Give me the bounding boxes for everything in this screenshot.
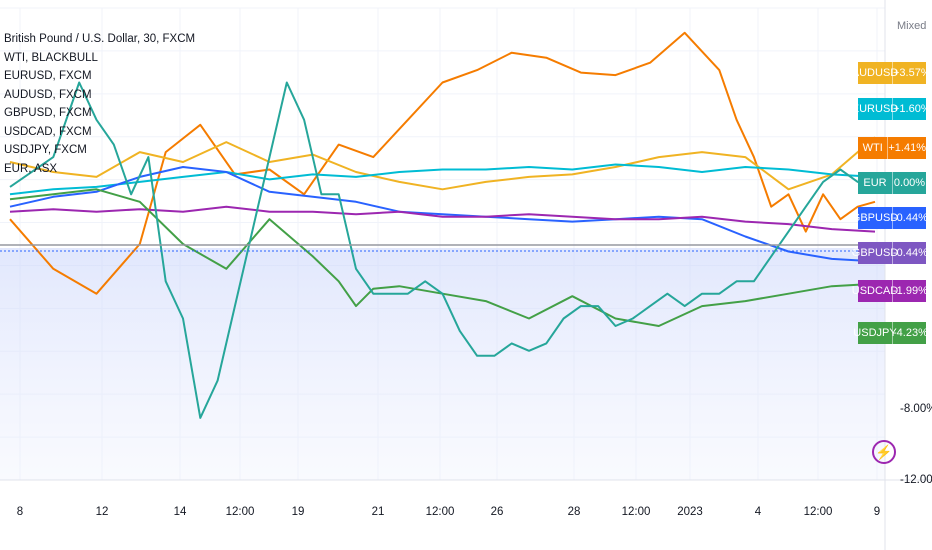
x-tick-label: 19 [292, 506, 305, 518]
legend-eurusd[interactable]: EURUSD, FXCM [4, 70, 92, 82]
badge-eurusd: EURUSD +1.60% [852, 98, 931, 120]
x-tick-label: 2023 [677, 506, 703, 518]
badge-usdjpy: USDJPY -4.23% [853, 322, 928, 344]
badge-gbpusd: GBPUSD -0.44% [852, 207, 928, 229]
series-line-usdjpy [9, 188, 876, 327]
x-tick-label: 26 [491, 506, 504, 518]
x-tick-label: 4 [755, 506, 762, 518]
x-tick-label: 12:00 [226, 506, 255, 518]
y-tick-label: -12.00% [900, 474, 932, 486]
series-line-wti [9, 31, 876, 295]
badge-eur: EUR 0.00% [858, 172, 926, 194]
legend-wti[interactable]: WTI, BLACKBULL [4, 51, 98, 64]
x-tick-label: 9 [874, 506, 880, 518]
x-tick-label: 12:00 [804, 506, 833, 518]
x-tick-label: 12 [96, 506, 109, 518]
x-tick-label: 21 [372, 506, 385, 518]
y-tick-label: -8.00% [900, 403, 932, 415]
series-line-usdcad [9, 205, 876, 233]
series-line-gbpusd [9, 166, 876, 263]
x-tick-label: 8 [17, 506, 23, 518]
series-line-eur [9, 81, 875, 419]
legend-usdcad[interactable]: USDCAD, FXCM [4, 125, 92, 138]
legend-eur[interactable]: EUR, ASX [4, 162, 58, 175]
legend: British Pound / U.S. Dollar, 30, FXCM WT… [4, 30, 195, 178]
badge-wti: WTI +1.41% [858, 137, 926, 159]
series-line-audusd [9, 136, 876, 191]
legend-gbpusd[interactable]: GBPUSD, FXCM [4, 107, 92, 119]
badge-usdcad: USDCAD -1.99% [852, 280, 928, 302]
badge-gbpusd-2: GBPUSD -0.44% [852, 242, 928, 264]
x-tick-label: 28 [568, 506, 581, 518]
x-tick-label: 12:00 [426, 506, 455, 518]
legend-audusd[interactable]: AUDUSD, FXCM [4, 88, 92, 101]
baseline-area [0, 248, 885, 480]
legend-usdjpy[interactable]: USDJPY, FXCM [4, 144, 87, 156]
legend-main-symbol[interactable]: British Pound / U.S. Dollar, 30, FXCM [4, 33, 196, 45]
x-tick-label: 14 [174, 506, 187, 518]
badge-audusd: AUDUSD +3.57% [852, 62, 931, 84]
lightning-icon[interactable]: ⚡ [872, 440, 896, 464]
series-line-eurusd [9, 163, 876, 196]
scale-mode-label[interactable]: Mixed [897, 20, 927, 32]
x-tick-label: 12:00 [622, 506, 651, 518]
